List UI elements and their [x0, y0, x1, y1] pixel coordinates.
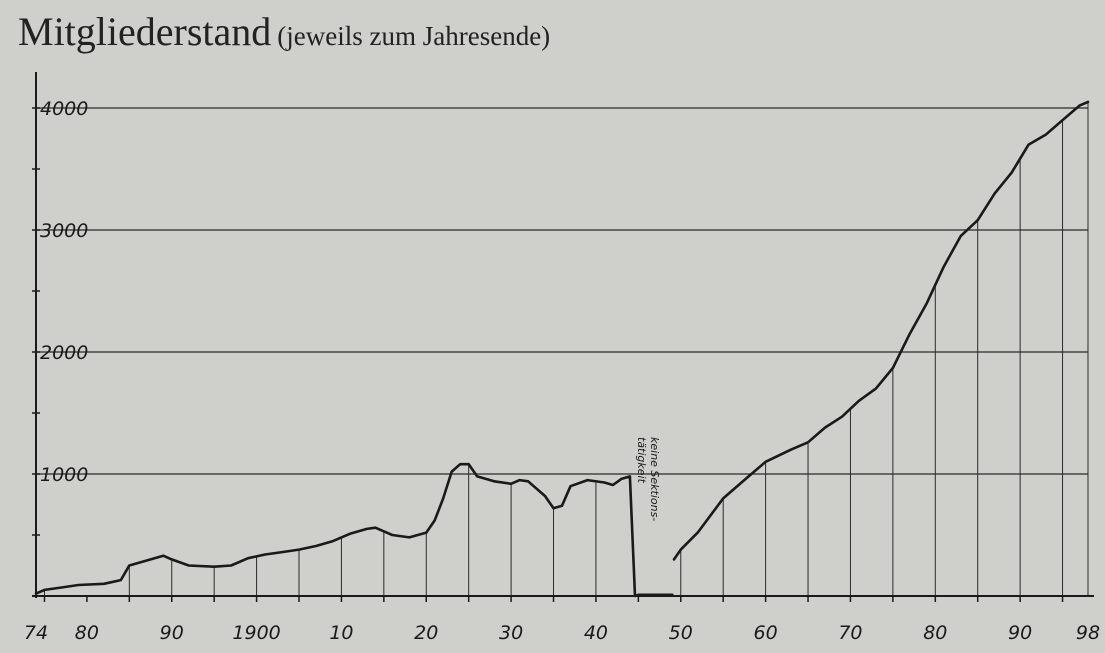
series-line-segment-2 [672, 100, 1090, 561]
axis-layer [32, 72, 1094, 602]
x-tick-label-1950: 50 [669, 622, 693, 644]
annotation-no-activity: keine Sektions- tätigkeit [635, 437, 661, 525]
x-tick-label-1910: 10 [329, 622, 353, 644]
chart-title: Mitgliederstand [18, 9, 272, 54]
tick-labels-layer: 1000 2000 3000 4000 74 80 90 1900 10 20 30 40 50 60 70… [24, 98, 1100, 644]
y-tick-label-1000: 1000 [40, 464, 88, 486]
y-tick-label-2000: 2000 [40, 342, 88, 364]
x-tick-label-1998: 98 [1076, 622, 1100, 644]
x-tick-label-1880: 80 [75, 622, 99, 644]
x-tick-label-1890: 90 [160, 622, 184, 644]
chart-subtitle: (jeweils zum Jahresende) [277, 21, 551, 51]
y-tick-label-4000: 4000 [40, 98, 88, 120]
annotation-line-1: keine Sektions- [648, 437, 661, 521]
annotation-line-2: tätigkeit [635, 437, 648, 484]
x-tick-label-1920: 20 [414, 622, 438, 644]
x-tick-label-1970: 70 [838, 622, 862, 644]
chart-title-block: Mitgliederstand (jeweils zum Jahresende) [18, 8, 550, 55]
x-tick-label-1940: 40 [584, 622, 608, 644]
x-tick-label-1900: 1900 [232, 622, 280, 644]
series-line-segment-1 [34, 462, 674, 598]
x-tick-label-1980: 80 [923, 622, 947, 644]
series-layer [34, 100, 1090, 598]
x-tick-label-1960: 60 [754, 622, 778, 644]
x-tick-label-1990: 90 [1008, 622, 1032, 644]
drop-lines-layer [43, 101, 1089, 596]
y-tick-label-3000: 3000 [40, 220, 88, 242]
grid-layer [36, 107, 1088, 475]
x-tick-label-1874: 74 [24, 622, 48, 644]
x-tick-label-1930: 30 [499, 622, 523, 644]
